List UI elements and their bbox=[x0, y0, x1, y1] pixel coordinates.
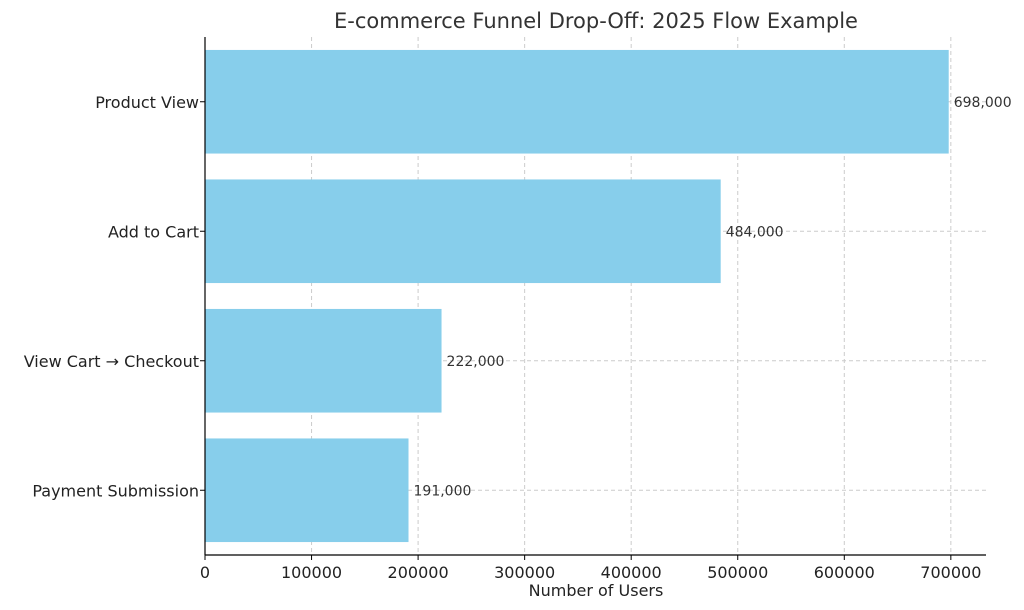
bar bbox=[205, 438, 409, 543]
bar bbox=[205, 49, 949, 154]
x-tick-label: 100000 bbox=[281, 563, 342, 582]
x-tick-label: 700000 bbox=[920, 563, 981, 582]
bar-value-label: 222,000 bbox=[447, 354, 505, 370]
bar-layer: 698,000 484,000 222,000 191,000 bbox=[205, 49, 1012, 543]
bar-value-label: 191,000 bbox=[414, 483, 472, 499]
x-tick-label: 500000 bbox=[707, 563, 768, 582]
x-tick-label: 400000 bbox=[601, 563, 662, 582]
x-tick-label: 200000 bbox=[388, 563, 449, 582]
x-axis-title: Number of Users bbox=[529, 581, 664, 600]
bar-value-label: 698,000 bbox=[954, 95, 1012, 111]
x-tick-label: 300000 bbox=[494, 563, 555, 582]
category-label: Add to Cart bbox=[108, 222, 199, 241]
chart-title: E-commerce Funnel Drop-Off: 2025 Flow Ex… bbox=[334, 9, 858, 33]
bar bbox=[205, 308, 442, 413]
category-label: Product View bbox=[95, 93, 199, 112]
x-tick-label: 600000 bbox=[814, 563, 875, 582]
bar bbox=[205, 179, 721, 284]
bar-value-label: 484,000 bbox=[726, 224, 784, 240]
x-tick-label: 0 bbox=[200, 563, 210, 582]
category-label: Payment Submission bbox=[32, 481, 199, 500]
axis-layer: 0 100000 200000 300000 400000 500000 600000 700… bbox=[24, 37, 986, 582]
category-label: View Cart → Checkout bbox=[24, 352, 199, 371]
